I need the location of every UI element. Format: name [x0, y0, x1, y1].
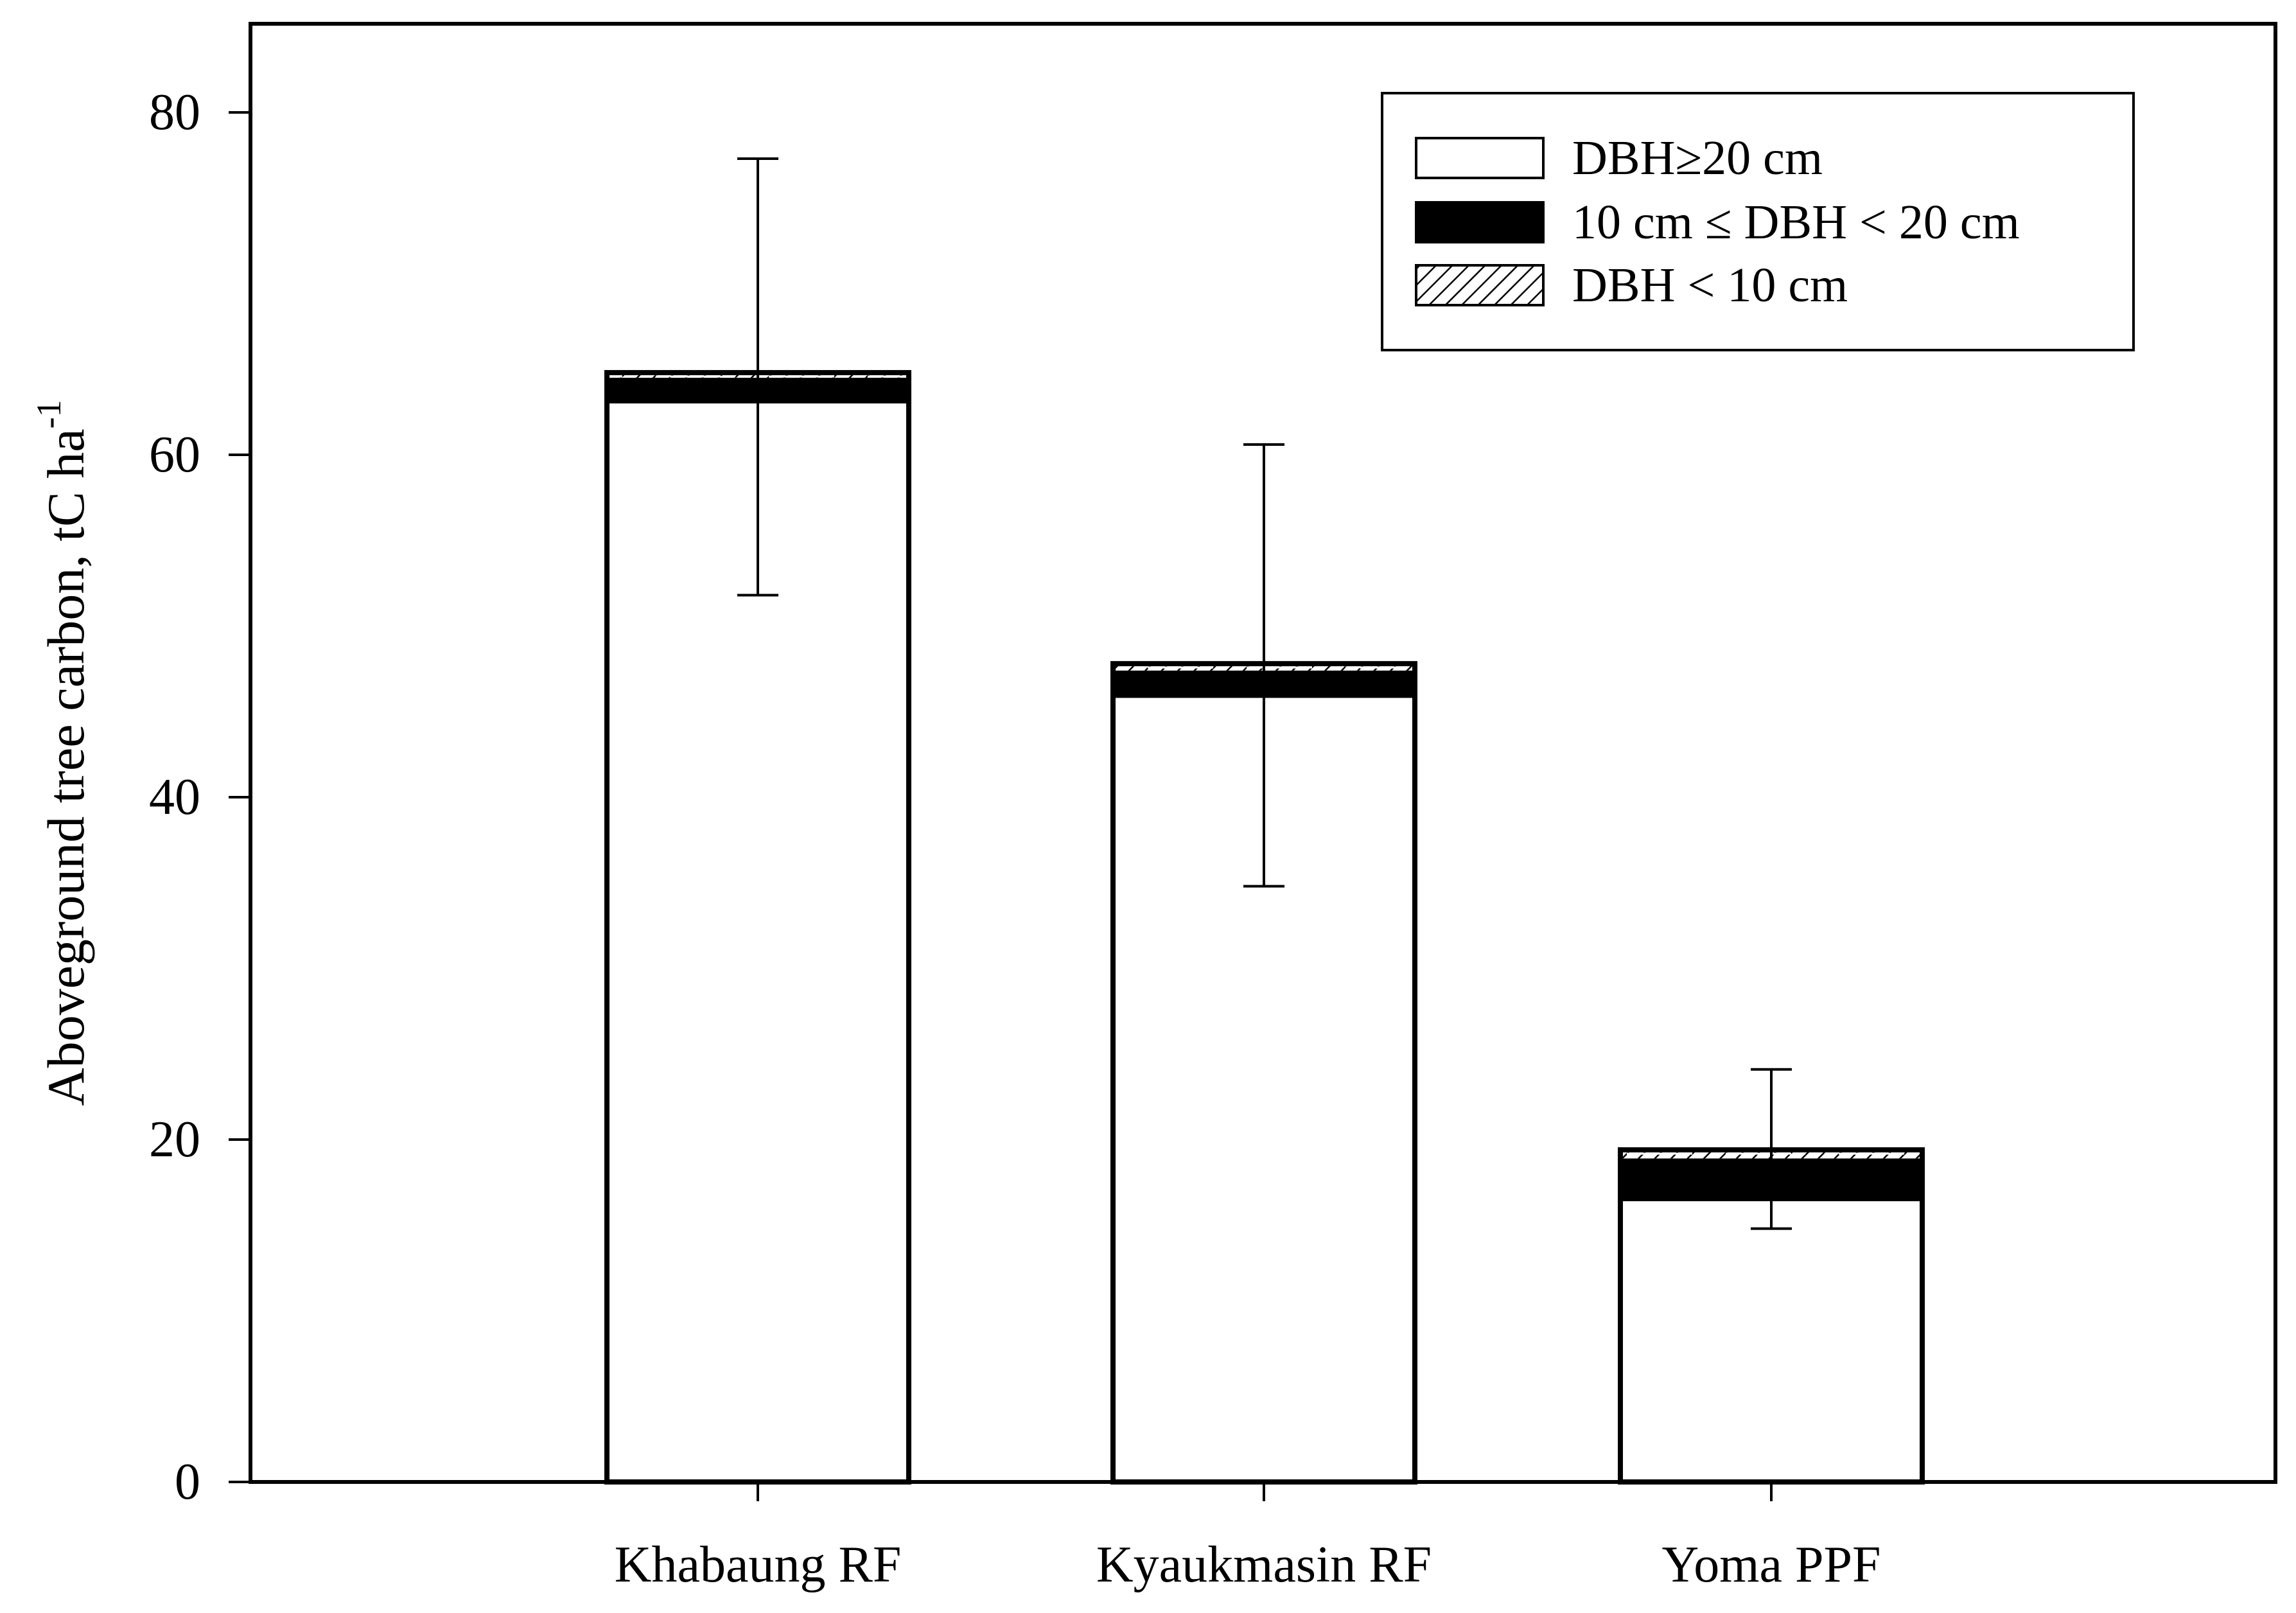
y-tick-label: 60 [149, 427, 200, 483]
y-tick-label: 20 [149, 1111, 200, 1168]
y-tick-label: 40 [149, 769, 200, 825]
legend-label: DBH < 10 cm [1572, 258, 1848, 312]
x-tick-label: Khabaung RF [615, 1537, 902, 1593]
x-tick-label: Yoma PPF [1662, 1537, 1881, 1593]
error-bars-layer [737, 157, 1792, 1230]
bar-segment [1620, 1201, 1922, 1482]
legend-swatch [1415, 264, 1545, 306]
legend-label: 10 cm ≤ DBH < 20 cm [1572, 195, 2020, 249]
legend-swatch [1415, 137, 1545, 179]
legend-label: DBH≥20 cm [1572, 131, 1823, 185]
x-tick-label: Kyaukmasin RF [1096, 1537, 1432, 1593]
y-axis-label: Aboveground tree carbon, tC ha-1 [30, 400, 95, 1106]
y-axis-label-superscript: -1 [30, 400, 68, 428]
y-tick-label: 0 [175, 1454, 200, 1510]
y-tick-label: 80 [149, 84, 200, 141]
axes-layer: Khabaung RF Kyaukmasin RF Yoma PPF 0 20 40 60 8… [149, 84, 1880, 1593]
legend-swatch [1415, 201, 1545, 243]
legend: DBH≥20 cm 10 cm ≤ DBH < 20 cm DBH < 10 cm [1381, 92, 2135, 351]
y-axis-label-text: Aboveground tree carbon, tC ha [37, 428, 95, 1106]
